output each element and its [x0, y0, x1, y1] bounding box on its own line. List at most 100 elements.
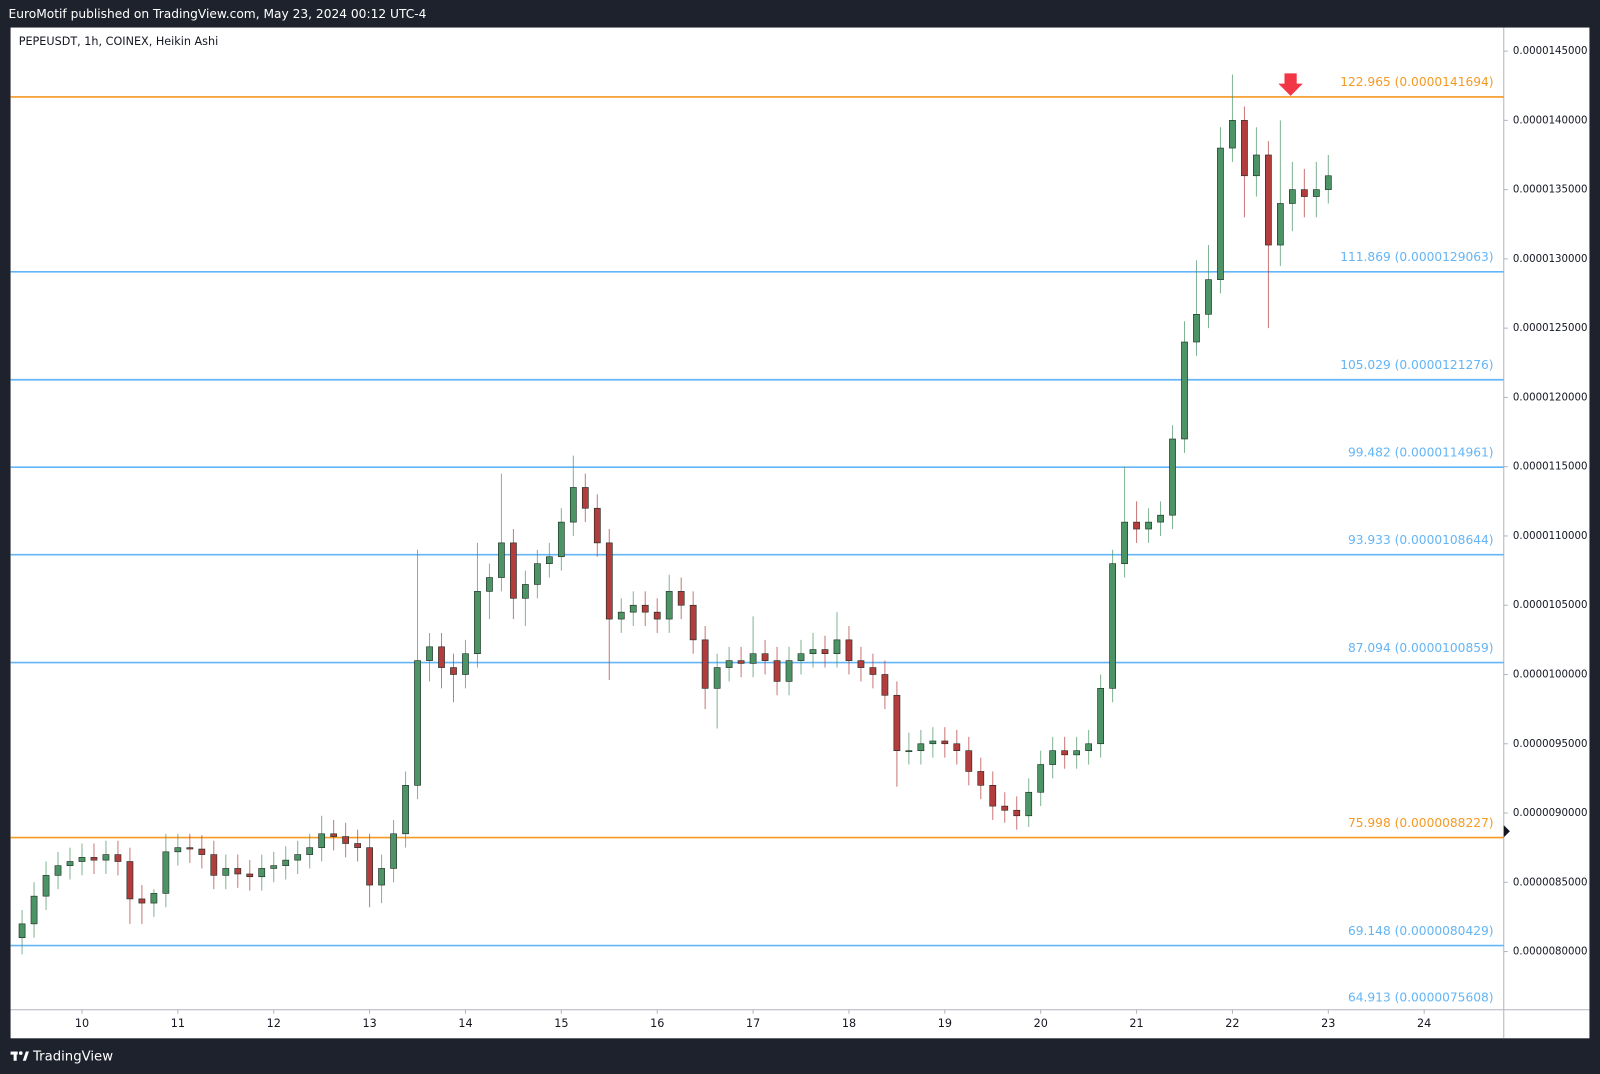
x-tick-label: 16: [650, 1017, 664, 1030]
candle-body: [18, 923, 26, 939]
y-tick-label: 0.0000120000: [1513, 392, 1588, 403]
candle-body: [66, 861, 74, 866]
candle-body: [1133, 521, 1140, 530]
candle-body: [689, 604, 697, 641]
candle-body: [617, 611, 625, 620]
candle-body: [294, 854, 302, 861]
candle-body: [246, 873, 254, 878]
candle-body: [1001, 805, 1009, 811]
y-tick-label: 0.0000080000: [1513, 947, 1588, 958]
x-tick-label: 21: [1129, 1017, 1143, 1030]
candle-body: [665, 591, 673, 620]
level-label: 69.148 (0.0000080429): [1348, 924, 1494, 938]
candle-body: [761, 653, 769, 661]
candle-body: [641, 604, 649, 613]
candle-body: [462, 653, 469, 675]
x-tick-label: 23: [1321, 1017, 1335, 1030]
candle-body: [1169, 438, 1176, 516]
candle-body: [593, 507, 601, 544]
candle-body: [1109, 563, 1116, 689]
candle-body: [1145, 521, 1152, 530]
candle-body: [1312, 189, 1320, 197]
candle-body: [833, 639, 841, 655]
candle-body: [965, 750, 973, 772]
candle-body: [186, 847, 194, 850]
candle-body: [1073, 750, 1081, 756]
x-tick-label: 10: [75, 1017, 89, 1030]
level-label: 122.965 (0.0000141694): [1340, 75, 1493, 89]
candle-body: [342, 836, 350, 844]
candle-body: [677, 591, 685, 606]
candle-body: [785, 660, 793, 682]
candle-body: [474, 591, 481, 655]
candle-body: [1013, 809, 1021, 817]
candle-body: [486, 577, 493, 592]
candle-body: [366, 847, 373, 886]
candle-body: [1217, 147, 1224, 280]
candle-body: [126, 861, 134, 900]
y-tick-label: 0.0000085000: [1513, 877, 1588, 888]
candle-body: [977, 771, 985, 786]
x-tick-label: 18: [842, 1017, 856, 1030]
candle-body: [1025, 791, 1033, 817]
y-tick-label: 0.0000130000: [1513, 254, 1588, 265]
price-marker: [1503, 825, 1510, 838]
candle-body: [162, 851, 170, 894]
x-tick-label: 14: [458, 1017, 472, 1030]
y-tick-label: 0.0000115000: [1513, 462, 1588, 473]
candle-body: [1037, 764, 1045, 793]
candle-body: [114, 854, 122, 862]
y-tick-label: 0.0000105000: [1513, 600, 1588, 611]
candle-body: [1253, 154, 1260, 177]
x-tick-label: 22: [1225, 1017, 1239, 1030]
candle-body: [1205, 279, 1212, 315]
candle-body: [1061, 750, 1069, 756]
y-tick-label: 0.0000095000: [1513, 739, 1588, 750]
candle-body: [354, 843, 361, 848]
candle-body: [545, 556, 553, 564]
level-label: 64.913 (0.0000075608): [1348, 991, 1494, 1005]
candle-body: [102, 854, 110, 861]
y-tick-label: 0.0000135000: [1513, 185, 1588, 196]
candle-body: [522, 584, 529, 599]
candle-body: [941, 740, 949, 745]
candle-body: [270, 865, 278, 869]
candle-body: [1121, 521, 1128, 564]
candle-body: [1324, 175, 1332, 190]
candle-body: [42, 875, 50, 897]
candle-body: [198, 848, 206, 855]
candle-body: [30, 895, 38, 925]
candle-body: [1097, 688, 1104, 745]
candle-body: [845, 639, 853, 661]
candle-body: [282, 859, 290, 866]
candle-body: [426, 646, 433, 661]
x-tick-label: 17: [746, 1017, 760, 1030]
candle-body: [306, 847, 314, 855]
level-label: 105.029 (0.0000121276): [1340, 358, 1493, 372]
plot-area: 122.965 (0.0000141694) 111.869 (0.0000129…: [10, 74, 1504, 1005]
candle-body: [1193, 313, 1200, 343]
x-tick-label: 24: [1417, 1017, 1431, 1030]
x-tick-label: 12: [267, 1017, 281, 1030]
candle-body: [378, 868, 385, 886]
candle-body: [1241, 120, 1248, 177]
candle-body: [450, 667, 457, 675]
candle-body: [905, 750, 913, 753]
candle-body: [510, 542, 517, 599]
candle-body: [953, 743, 961, 751]
y-tick-label: 0.0000110000: [1513, 531, 1588, 542]
candle-body: [534, 563, 541, 585]
candle-body: [498, 542, 505, 578]
candle-body: [54, 865, 62, 876]
candle-body: [1277, 203, 1284, 246]
candle-body: [1157, 514, 1164, 523]
candle-body: [1288, 189, 1296, 204]
candle-body: [581, 487, 589, 509]
candle-body: [1265, 154, 1272, 246]
candle-body: [749, 653, 757, 664]
x-tick-label: 13: [362, 1017, 376, 1030]
candle-body: [150, 893, 158, 904]
level-label: 93.933 (0.0000108644): [1348, 533, 1494, 547]
level-label: 99.482 (0.0000114961): [1348, 445, 1494, 459]
